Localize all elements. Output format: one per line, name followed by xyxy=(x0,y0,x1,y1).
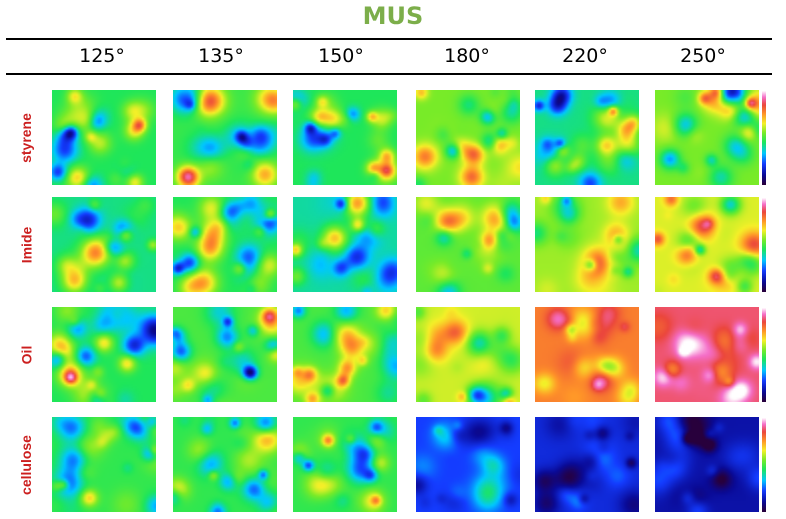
chemical-map-cellulose-0 xyxy=(52,417,156,512)
chemical-map-oil-2 xyxy=(293,307,397,402)
chemical-map-imide-2 xyxy=(293,197,397,292)
chemical-map-styrene-4 xyxy=(535,90,639,185)
chemical-map-imide-0 xyxy=(52,197,156,292)
figure-title: MUS xyxy=(362,2,424,30)
colorbar-oil xyxy=(762,307,766,402)
chemical-map-cellulose-1 xyxy=(173,417,277,512)
column-header-180: 180° xyxy=(444,45,490,67)
chemical-map-oil-5 xyxy=(655,307,759,402)
row-label-oil: Oil xyxy=(17,345,34,364)
row-label-cellulose: cellulose xyxy=(18,434,35,495)
chemical-map-oil-3 xyxy=(416,307,520,402)
chemical-map-styrene-0 xyxy=(52,90,156,185)
row-label-styrene: styrene xyxy=(18,112,34,163)
chemical-map-imide-5 xyxy=(655,197,759,292)
chemical-map-imide-3 xyxy=(416,197,520,292)
colorbar-styrene xyxy=(762,90,766,185)
chemical-map-styrene-2 xyxy=(293,90,397,185)
row-label-imide: Imide xyxy=(18,226,35,263)
header-bottom-rule xyxy=(6,73,772,75)
column-header-135: 135° xyxy=(198,45,244,67)
colorbar-cellulose xyxy=(762,417,766,512)
column-header-250: 250° xyxy=(680,45,726,67)
colorbar-imide xyxy=(762,197,766,292)
chemical-map-oil-1 xyxy=(173,307,277,402)
column-header-150: 150° xyxy=(318,45,364,67)
chemical-map-styrene-3 xyxy=(416,90,520,185)
column-header-220: 220° xyxy=(562,45,608,67)
column-header-125: 125° xyxy=(79,45,125,67)
chemical-map-cellulose-4 xyxy=(535,417,639,512)
chemical-map-oil-4 xyxy=(535,307,639,402)
chemical-map-oil-0 xyxy=(52,307,156,402)
chemical-map-styrene-5 xyxy=(655,90,759,185)
chemical-map-cellulose-3 xyxy=(416,417,520,512)
chemical-map-imide-4 xyxy=(535,197,639,292)
header-top-rule xyxy=(6,38,772,40)
chemical-map-imide-1 xyxy=(173,197,277,292)
chemical-map-cellulose-5 xyxy=(655,417,759,512)
chemical-map-styrene-1 xyxy=(173,90,277,185)
chemical-map-cellulose-2 xyxy=(293,417,397,512)
